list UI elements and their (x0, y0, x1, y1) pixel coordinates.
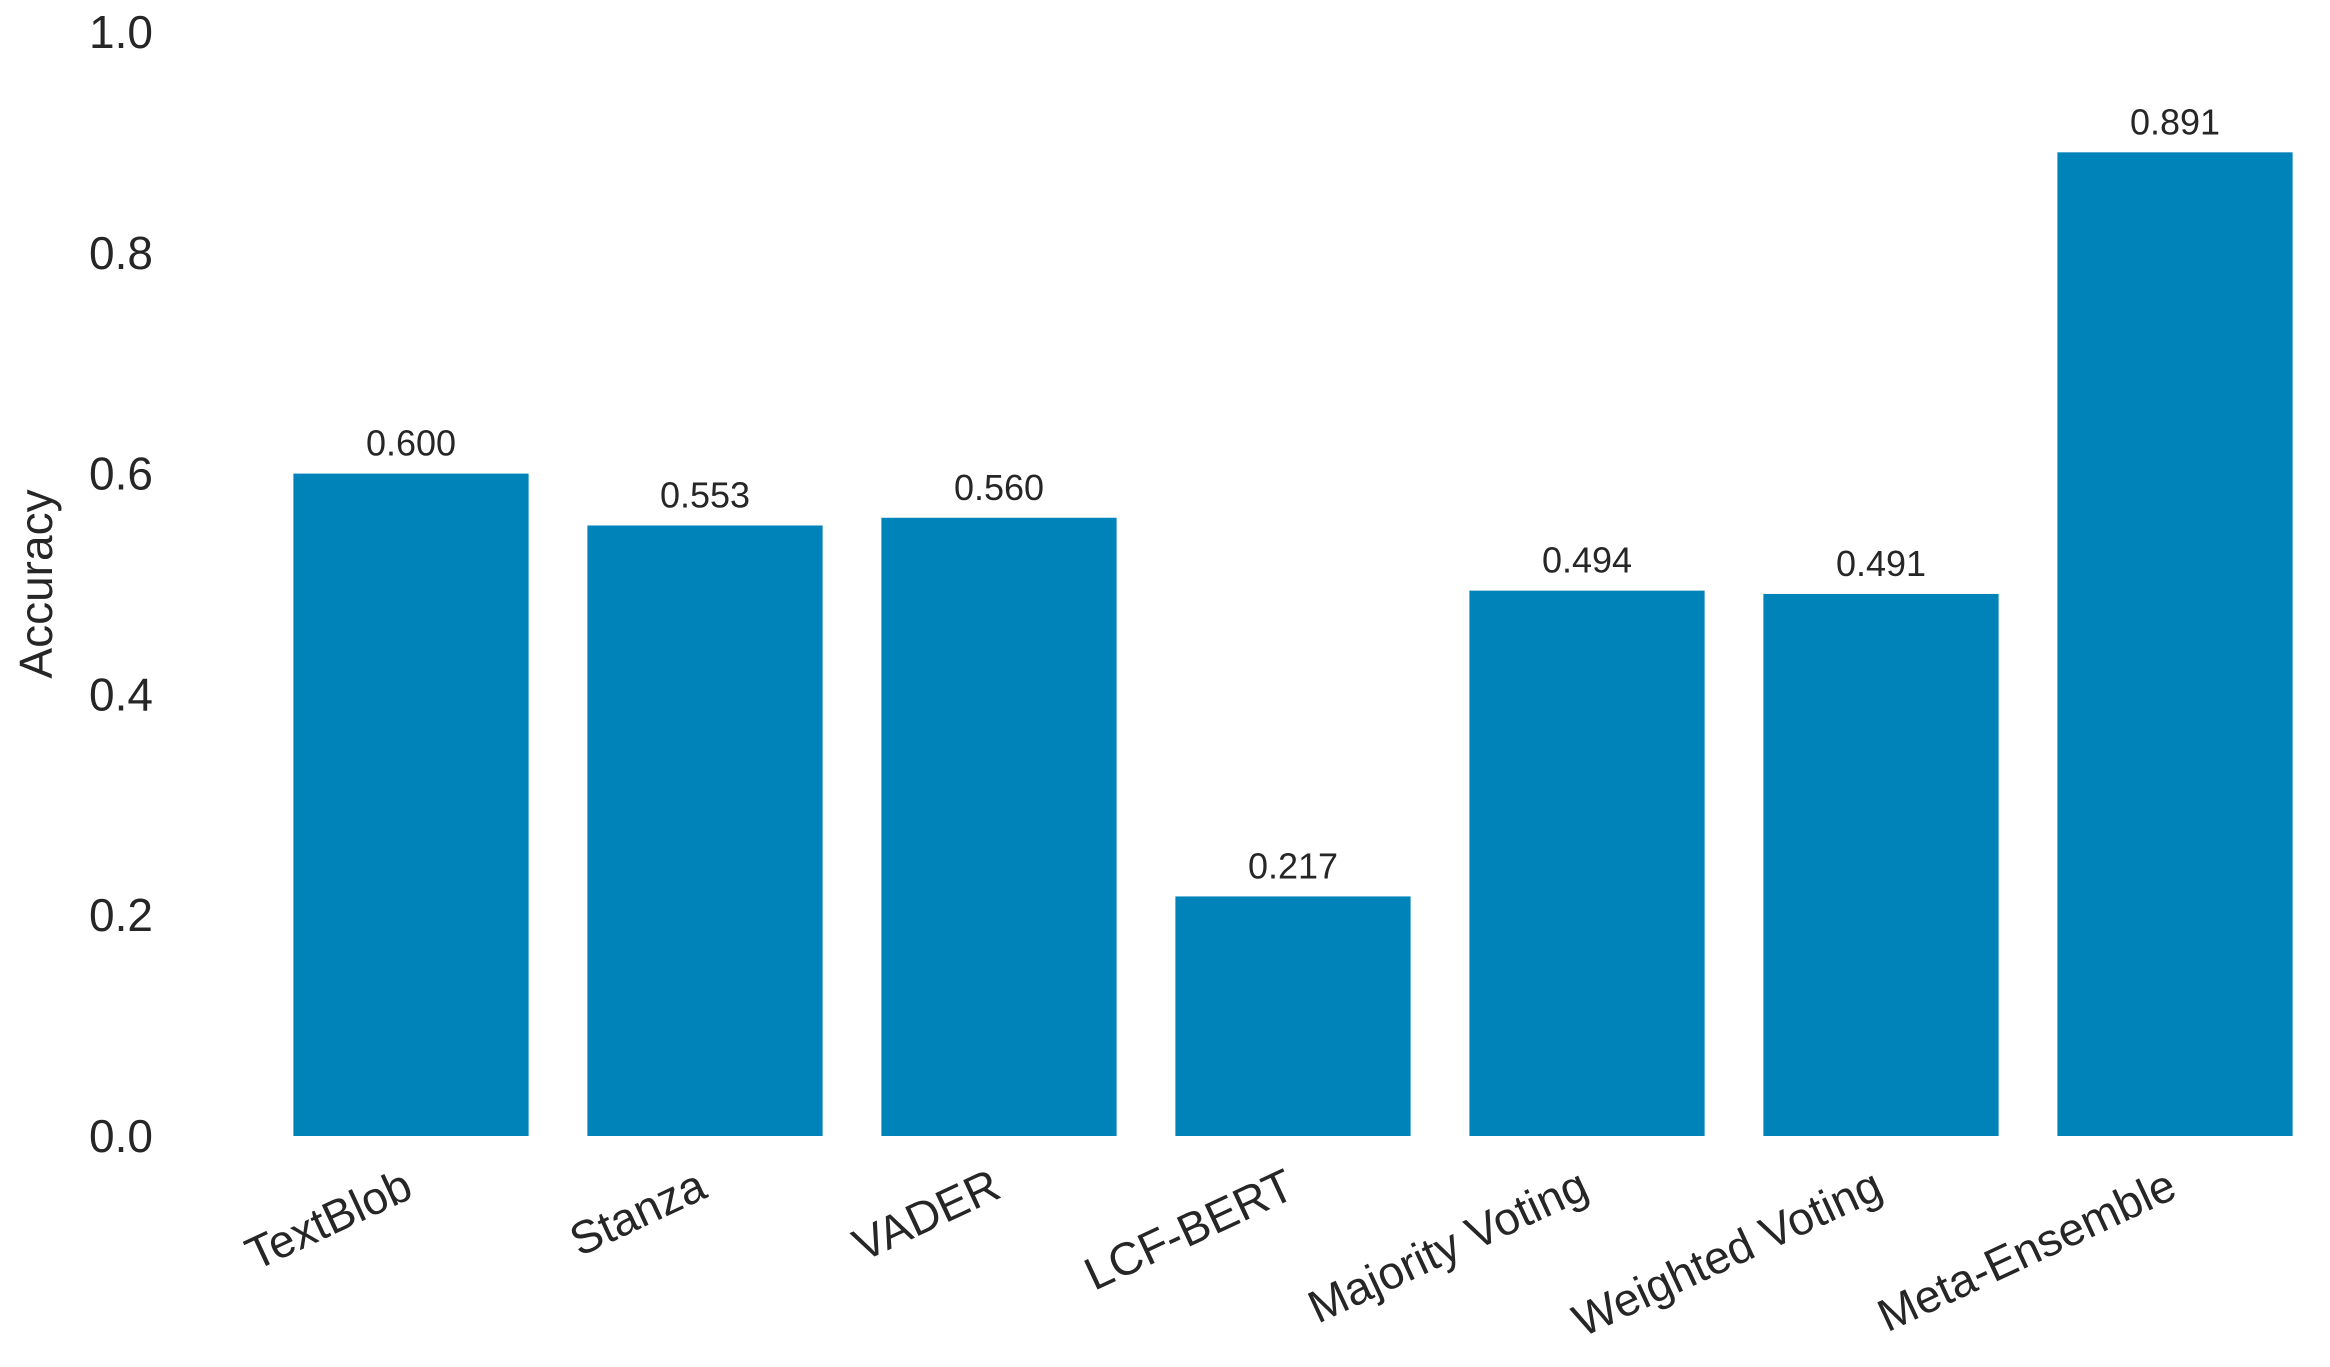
x-tick-label: Weighted Voting (1565, 1158, 1890, 1346)
bars (293, 152, 2293, 1137)
y-tick-label: 0.6 (89, 448, 153, 500)
x-tick-label: Stanza (562, 1158, 714, 1266)
bar (881, 517, 1117, 1136)
x-tick-label: TextBlob (238, 1158, 420, 1280)
x-tick-label: Meta-Ensemble (1869, 1158, 2183, 1341)
bar-value-label: 0.217 (1248, 845, 1338, 886)
x-tick-label: VADER (845, 1158, 1008, 1271)
bar-value-label: 0.560 (954, 467, 1044, 508)
bar (293, 473, 529, 1137)
bar-value-label: 0.494 (1542, 540, 1632, 581)
y-tick-label: 1.0 (89, 6, 153, 58)
bar-value-label: 0.891 (2130, 101, 2220, 142)
bar (1469, 590, 1705, 1136)
bar-value-label: 0.553 (660, 474, 750, 515)
x-tick-label: Majority Voting (1300, 1158, 1595, 1333)
bar (1763, 593, 1999, 1136)
x-tick-label: LCF-BERT (1076, 1158, 1301, 1300)
y-axis-label: Accuracy (10, 489, 62, 678)
y-tick-label: 0.4 (89, 668, 153, 720)
y-tick-label: 0.0 (89, 1110, 153, 1162)
bar (1175, 896, 1411, 1136)
bar-value-label: 0.600 (366, 423, 456, 464)
y-tick-label: 0.2 (89, 889, 153, 941)
bar (2057, 152, 2293, 1136)
y-tick-label: 0.8 (89, 227, 153, 279)
y-axis-ticks: 0.0 0.2 0.4 0.6 0.8 1.0 (89, 6, 153, 1162)
bar-value-label: 0.491 (1836, 543, 1926, 584)
bar-value-labels: 0.600 0.553 0.560 0.217 0.494 0.491 0.891 (366, 101, 2220, 886)
bar (587, 525, 823, 1136)
